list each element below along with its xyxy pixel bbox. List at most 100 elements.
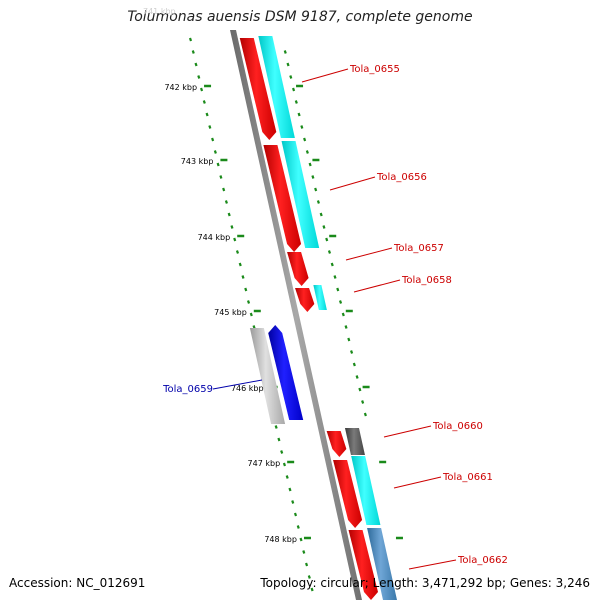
cds-feature-Tola_0656[interactable]	[263, 145, 302, 252]
ruler-dot	[305, 562, 309, 567]
ruler-dot	[302, 550, 306, 554]
label-leader-line	[408, 559, 457, 570]
gene-features	[239, 36, 397, 600]
cds-feature-Tola_0661[interactable]	[333, 460, 363, 528]
genome-backbone	[230, 30, 362, 600]
gene-label-Tola_0655[interactable]: Tola_0655	[349, 64, 400, 75]
ruler-dot	[347, 337, 351, 342]
label-leader-line	[393, 476, 442, 489]
ruler-dot	[285, 475, 289, 479]
label-leader-line	[301, 68, 349, 83]
gene-label-Tola_0658[interactable]: Tola_0658	[401, 275, 452, 286]
gene-feature-Tola_0658[interactable]	[313, 285, 327, 310]
gene-label-Tola_0661[interactable]: Tola_0661	[442, 472, 493, 483]
ruler-dot	[274, 425, 278, 429]
ruler-dot	[282, 462, 286, 467]
ruler-dot	[238, 262, 242, 267]
genome-title: Tolumonas auensis DSM 9187, complete gen…	[127, 9, 473, 25]
ruler-dot	[314, 187, 318, 192]
label-leader-line	[383, 425, 432, 438]
tick-label: 746 kbp	[231, 384, 264, 393]
ruler-dot	[244, 287, 248, 292]
ruler-dot	[200, 87, 204, 92]
ruler-dot	[283, 50, 287, 54]
ruler-dot	[291, 500, 295, 504]
ruler-dot	[325, 237, 329, 242]
cds-feature-Tola_0662[interactable]	[348, 530, 378, 600]
gene-label-Tola_0660[interactable]: Tola_0660	[432, 421, 483, 432]
ruler-dot	[202, 100, 206, 104]
tick-label: 744 kbp	[198, 233, 231, 242]
ruler-dot	[249, 312, 253, 317]
ruler-dot	[355, 375, 359, 379]
ruler-dot	[224, 200, 228, 204]
ruler-dot	[297, 112, 301, 117]
ruler-dot	[188, 37, 193, 42]
cds-feature-Tola_0658[interactable]	[295, 288, 315, 312]
ruler-dot	[197, 75, 201, 79]
gene-label-Tola_0659[interactable]: Tola_0659	[162, 384, 213, 395]
cds-feature-Tola_0660[interactable]	[326, 431, 347, 457]
gene-feature-Tola_0655[interactable]	[258, 36, 295, 138]
cds-feature-Tola_0659[interactable]	[268, 325, 304, 420]
ruler-dot	[305, 150, 309, 154]
ruler-dot	[358, 387, 362, 392]
tick-label: 747 kbp	[248, 459, 281, 468]
gene-feature-Tola_0659[interactable]	[249, 328, 286, 424]
ruler-dot	[294, 100, 298, 104]
ruler-dot	[246, 300, 251, 304]
cds-feature-Tola_0657[interactable]	[287, 252, 309, 286]
ruler-dot	[352, 362, 356, 367]
ruler-dot	[293, 512, 298, 517]
ruler-dot	[289, 75, 293, 79]
ruler-dot	[338, 300, 343, 304]
gene-labels: 742 kbp 743 kbp 744 kbp 745 kbp 746 kbp 747 k…	[162, 64, 508, 570]
gene-label-Tola_0662[interactable]: Tola_0662	[457, 555, 508, 566]
ruler-dot	[363, 412, 367, 417]
tick-label: 742 kbp	[164, 83, 197, 92]
label-leader-line	[353, 279, 401, 293]
ruler-dot	[333, 275, 337, 279]
label-leader-line	[345, 247, 393, 261]
ruler-dot	[191, 50, 195, 54]
ruler-dot	[311, 175, 315, 179]
gene-feature-Tola_0662[interactable]	[367, 528, 397, 600]
ruler-dot	[316, 200, 320, 204]
ruler-dot	[235, 250, 240, 254]
ruler-dot	[277, 437, 281, 442]
gene-feature-Tola_0661[interactable]	[351, 456, 381, 525]
ruler-dot	[350, 350, 354, 354]
ruler-dot	[219, 175, 223, 179]
ruler-dot	[280, 450, 284, 454]
label-leader-line	[329, 176, 376, 191]
ruler-dot	[336, 287, 340, 292]
gene-label-Tola_0657[interactable]: Tola_0657	[393, 243, 444, 254]
ruler-dot	[227, 212, 231, 217]
gene-feature-Tola_0660[interactable]	[344, 428, 365, 455]
cds-feature-Tola_0655[interactable]	[239, 38, 277, 140]
ruler-dot	[299, 537, 303, 542]
genome-summary-text: Topology: circular; Length: 3,471,292 bp…	[260, 576, 590, 590]
ruler-dot	[344, 325, 348, 329]
ruler-dot	[361, 400, 365, 404]
ruler-dot	[211, 137, 215, 142]
ruler-ticks	[188, 37, 403, 592]
ruler-dot	[319, 212, 323, 217]
ruler-dot	[286, 62, 290, 67]
tick-label: 748 kbp	[264, 535, 297, 544]
gene-feature-Tola_0656[interactable]	[281, 141, 320, 248]
ruler-dot	[230, 225, 234, 229]
label-leader-line	[212, 379, 263, 390]
ruler-dot	[327, 250, 332, 254]
ruler-dot	[330, 262, 334, 267]
ruler-dot	[308, 162, 312, 167]
gene-label-Tola_0656[interactable]: Tola_0656	[376, 172, 427, 183]
tick-label: 743 kbp	[181, 157, 214, 166]
ruler-dot	[341, 312, 345, 317]
ruler-dot	[307, 575, 311, 579]
ruler-dot	[213, 150, 217, 154]
ruler-dot	[208, 125, 212, 129]
ruler-dot	[194, 62, 198, 67]
accession-text: Accession: NC_012691	[9, 576, 146, 590]
